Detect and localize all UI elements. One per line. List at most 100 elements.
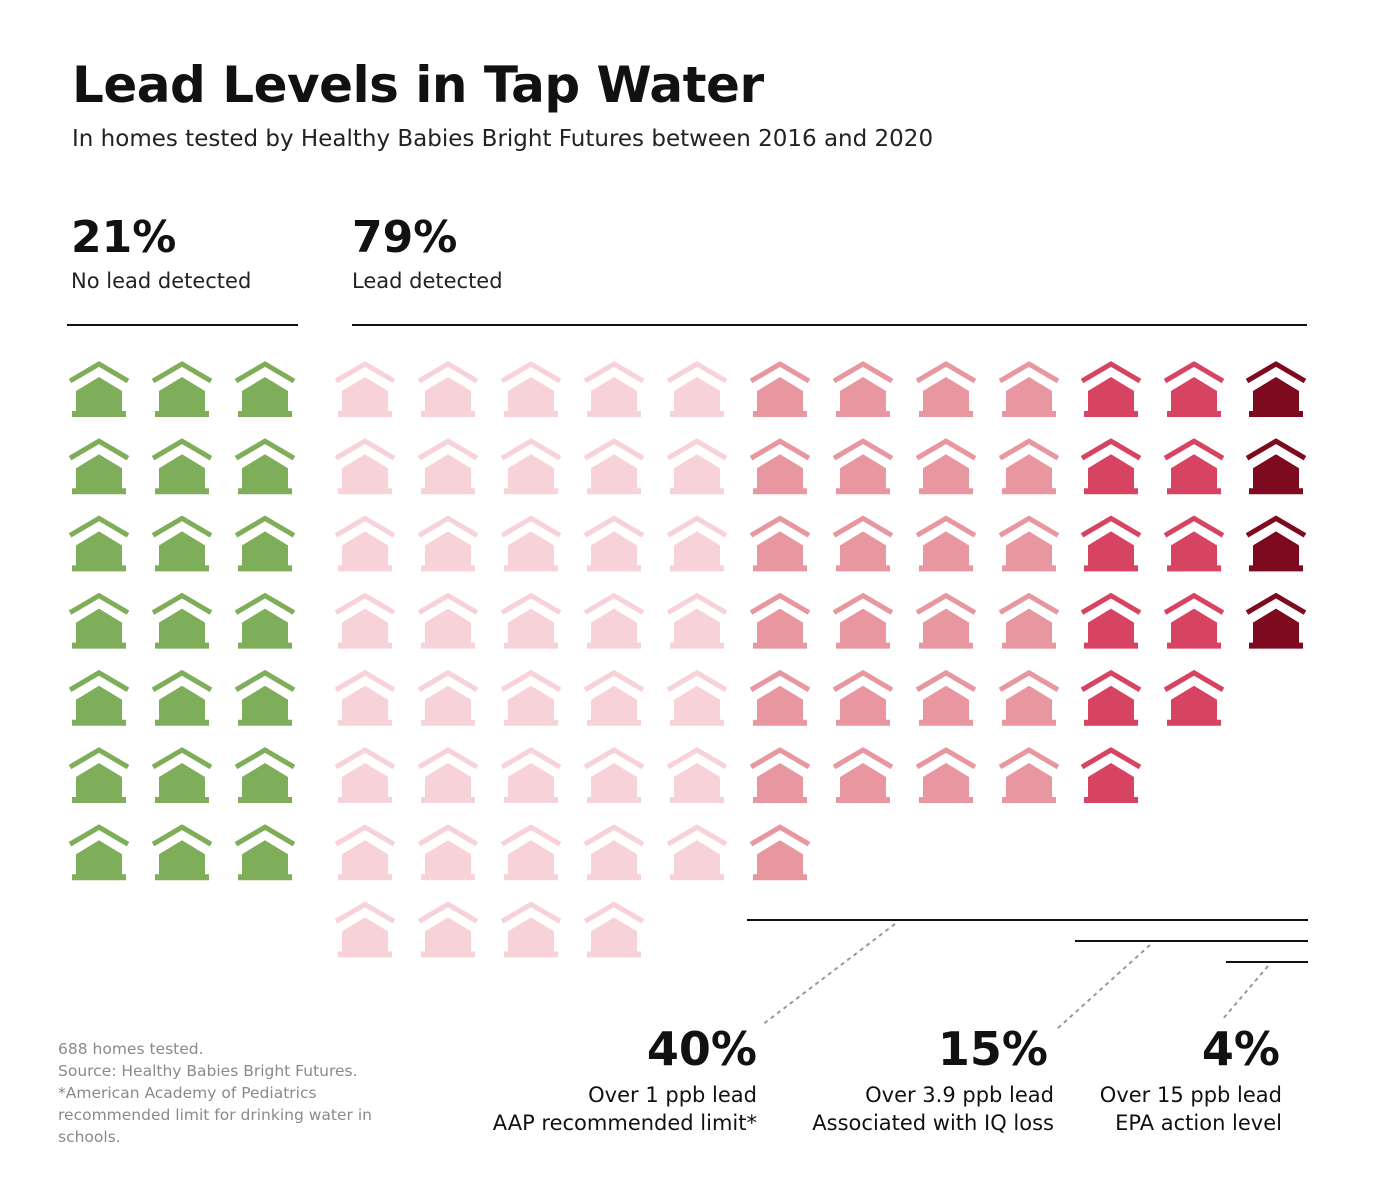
house-icon-lead-over-1ppb bbox=[1000, 441, 1058, 494]
house-icon-lead-over-3-9ppb bbox=[1082, 750, 1140, 803]
house-icon-lead-over-1ppb bbox=[751, 364, 809, 417]
house-icon-no-lead bbox=[70, 364, 128, 417]
house-icon-lead-over-15ppb bbox=[1247, 518, 1305, 571]
stat-over-1ppb-line2: AAP recommended limit* bbox=[492, 1111, 757, 1135]
house-icon-lead-over-3-9ppb bbox=[1165, 518, 1223, 571]
house-icon-lead-over-1ppb bbox=[834, 750, 892, 803]
house-icon-lead-over-1ppb bbox=[1000, 596, 1058, 649]
house-icon-lead-under-1ppb bbox=[336, 904, 394, 957]
footnote-aap: *American Academy of Pediatrics recommen… bbox=[58, 1084, 372, 1146]
house-icon-no-lead bbox=[236, 750, 294, 803]
house-icon-lead-under-1ppb bbox=[502, 673, 560, 726]
house-icon-lead-under-1ppb bbox=[585, 441, 643, 494]
house-icon-lead-over-1ppb bbox=[751, 827, 809, 880]
house-icon-lead-over-3-9ppb bbox=[1165, 596, 1223, 649]
footnote-source: Source: Healthy Babies Bright Futures. bbox=[58, 1062, 358, 1080]
house-icon-lead-under-1ppb bbox=[585, 596, 643, 649]
house-icon-lead-under-1ppb bbox=[668, 518, 726, 571]
house-icon-lead-under-1ppb bbox=[668, 750, 726, 803]
chart-title: Lead Levels in Tap Water bbox=[72, 56, 764, 114]
house-icon-lead-under-1ppb bbox=[419, 904, 477, 957]
house-icon-lead-over-1ppb bbox=[1000, 750, 1058, 803]
lead-group-rule bbox=[352, 324, 1307, 326]
house-icon-lead-under-1ppb bbox=[336, 596, 394, 649]
house-icon-lead-under-1ppb bbox=[419, 441, 477, 494]
house-icon-lead-over-1ppb bbox=[917, 518, 975, 571]
house-icon-no-lead bbox=[70, 827, 128, 880]
house-icon-lead-under-1ppb bbox=[419, 596, 477, 649]
stat-over-3-9ppb-line1: Over 3.9 ppb lead bbox=[865, 1083, 1054, 1107]
house-icon-lead-under-1ppb bbox=[336, 750, 394, 803]
house-icon-no-lead bbox=[236, 441, 294, 494]
house-icon-lead-over-15ppb bbox=[1247, 596, 1305, 649]
house-icon-lead-under-1ppb bbox=[585, 518, 643, 571]
house-icon-no-lead bbox=[153, 750, 211, 803]
house-icon-lead-over-1ppb bbox=[917, 673, 975, 726]
no-lead-label: No lead detected bbox=[71, 269, 252, 293]
house-icon-lead-under-1ppb bbox=[668, 827, 726, 880]
house-icon-lead-under-1ppb bbox=[336, 518, 394, 571]
over-1ppb-leader bbox=[761, 923, 896, 1026]
house-icon-lead-over-1ppb bbox=[834, 364, 892, 417]
house-icon-lead-over-1ppb bbox=[751, 673, 809, 726]
house-icon-lead-over-1ppb bbox=[751, 596, 809, 649]
house-icon-lead-under-1ppb bbox=[502, 518, 560, 571]
stat-over-3-9ppb-percent: 15% bbox=[937, 1022, 1048, 1076]
house-icon-lead-over-1ppb bbox=[751, 750, 809, 803]
house-icon-lead-under-1ppb bbox=[585, 750, 643, 803]
house-icon-lead-over-1ppb bbox=[834, 673, 892, 726]
house-icon-lead-under-1ppb bbox=[502, 827, 560, 880]
footnotes: 688 homes tested. Source: Healthy Babies… bbox=[58, 1038, 388, 1148]
lead-label: Lead detected bbox=[352, 269, 503, 293]
house-icon-lead-over-3-9ppb bbox=[1082, 673, 1140, 726]
house-icon-lead-under-1ppb bbox=[502, 441, 560, 494]
house-icon-lead-over-1ppb bbox=[1000, 518, 1058, 571]
house-icon-no-lead bbox=[70, 673, 128, 726]
house-icon-lead-over-3-9ppb bbox=[1082, 364, 1140, 417]
house-icon-lead-under-1ppb bbox=[336, 827, 394, 880]
house-icon-lead-over-3-9ppb bbox=[1165, 441, 1223, 494]
stat-over-3-9ppb-line2: Associated with IQ loss bbox=[812, 1111, 1054, 1135]
house-icon-no-lead bbox=[236, 596, 294, 649]
house-icon-lead-under-1ppb bbox=[668, 441, 726, 494]
house-icon-lead-under-1ppb bbox=[502, 596, 560, 649]
house-icon-lead-over-3-9ppb bbox=[1165, 673, 1223, 726]
house-icon-lead-over-15ppb bbox=[1247, 441, 1305, 494]
house-icon-no-lead bbox=[153, 441, 211, 494]
house-icon-no-lead bbox=[153, 827, 211, 880]
house-icon-lead-over-1ppb bbox=[1000, 673, 1058, 726]
house-icon-lead-over-3-9ppb bbox=[1082, 518, 1140, 571]
no-lead-group-rule bbox=[67, 324, 298, 326]
house-icon-lead-under-1ppb bbox=[585, 364, 643, 417]
house-icon-no-lead bbox=[236, 518, 294, 571]
house-icon-lead-under-1ppb bbox=[419, 750, 477, 803]
over-15ppb-leader bbox=[1221, 965, 1269, 1021]
house-icon-no-lead bbox=[70, 518, 128, 571]
house-icon-lead-under-1ppb bbox=[668, 596, 726, 649]
house-icon-lead-over-3-9ppb bbox=[1082, 596, 1140, 649]
house-icon-lead-under-1ppb bbox=[502, 904, 560, 957]
no-lead-percent: 21% bbox=[71, 212, 177, 263]
house-icon-no-lead bbox=[70, 596, 128, 649]
house-icon-lead-over-15ppb bbox=[1247, 364, 1305, 417]
lead-percent: 79% bbox=[352, 212, 458, 263]
house-icon-no-lead bbox=[70, 441, 128, 494]
stat-over-15ppb-percent: 4% bbox=[1201, 1022, 1280, 1076]
house-icon-no-lead bbox=[153, 518, 211, 571]
stat-over-1ppb-percent: 40% bbox=[646, 1022, 757, 1076]
house-icon-lead-under-1ppb bbox=[585, 904, 643, 957]
house-icon-lead-under-1ppb bbox=[585, 827, 643, 880]
house-icon-lead-over-1ppb bbox=[917, 441, 975, 494]
house-icon-lead-under-1ppb bbox=[502, 750, 560, 803]
house-icon-lead-under-1ppb bbox=[419, 827, 477, 880]
house-icon-no-lead bbox=[153, 596, 211, 649]
house-icon-no-lead bbox=[153, 364, 211, 417]
house-icon-lead-over-1ppb bbox=[917, 750, 975, 803]
house-icon-lead-under-1ppb bbox=[585, 673, 643, 726]
house-icon-lead-under-1ppb bbox=[502, 364, 560, 417]
house-icon-lead-under-1ppb bbox=[336, 364, 394, 417]
house-icon-lead-over-1ppb bbox=[1000, 364, 1058, 417]
house-icon-no-lead bbox=[153, 673, 211, 726]
house-icon-no-lead bbox=[236, 673, 294, 726]
